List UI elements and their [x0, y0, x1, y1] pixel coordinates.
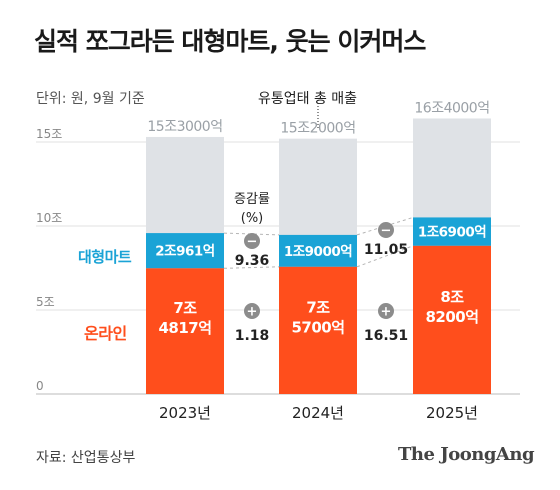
online-value-label: 5700억	[291, 318, 344, 336]
mart-change-badge-sign: −	[247, 235, 258, 250]
connector-line	[356, 216, 414, 236]
x-tick-label: 2024년	[292, 404, 344, 422]
total-value-label: 15조3000억	[147, 119, 222, 135]
online-change-value: 1.18	[235, 328, 270, 344]
mart-bar	[413, 217, 491, 246]
mart-value-label: 1조6900억	[418, 225, 486, 241]
mart-bar	[279, 234, 357, 267]
y-tick-label: 10조	[36, 211, 62, 225]
brand-logo: The JoongAng	[398, 444, 535, 465]
online-change-badge-sign: +	[381, 305, 392, 320]
mart-change-badge-sign: −	[381, 224, 392, 239]
unit-note: 단위: 원, 9월 기준	[36, 91, 145, 107]
online-bar	[413, 245, 491, 394]
online-change-badge-circle	[378, 303, 394, 319]
online-value-label: 8조	[440, 288, 464, 306]
x-tick-label: 2025년	[426, 404, 478, 422]
mart-change-value: 9.36	[235, 253, 270, 269]
y-tick-label: 15조	[36, 127, 62, 141]
total-value-label: 15조2000억	[280, 121, 355, 137]
page-title: 실적 쪼그라든 대형마트, 웃는 이커머스	[34, 27, 426, 56]
source-note: 자료: 산업통상부	[36, 450, 136, 466]
online-value-label: 4817억	[158, 319, 211, 337]
mart-bar	[146, 233, 224, 269]
mart-value-label: 2조961억	[155, 244, 214, 260]
mart-change-badge-circle	[244, 233, 260, 249]
change-rate-title: 증감률	[234, 192, 270, 207]
online-change-value: 16.51	[364, 328, 408, 344]
online-change-badge-circle	[244, 303, 260, 319]
connector-line	[356, 245, 414, 268]
online-value-label: 8200억	[425, 308, 478, 326]
mart-change-badge-circle	[378, 222, 394, 238]
total-series-label: 유통업태 총 매출	[258, 91, 358, 107]
series-label-mart: 대형마트	[78, 248, 132, 266]
online-value-label: 7조	[173, 299, 197, 317]
online-bar	[279, 266, 357, 394]
total-value-label: 16조4000억	[414, 100, 489, 116]
online-bar	[146, 268, 224, 394]
x-tick-label: 2023년	[159, 404, 211, 422]
change-rate-unit: (%)	[241, 211, 264, 226]
mart-value-label: 1조9000억	[284, 244, 352, 260]
y-tick-label: 0	[36, 379, 44, 393]
online-change-badge-sign: +	[247, 305, 258, 320]
series-label-online: 온라인	[84, 324, 127, 343]
y-tick-label: 5조	[36, 295, 55, 309]
online-value-label: 7조	[306, 298, 330, 316]
mart-change-value: 11.05	[364, 242, 408, 258]
